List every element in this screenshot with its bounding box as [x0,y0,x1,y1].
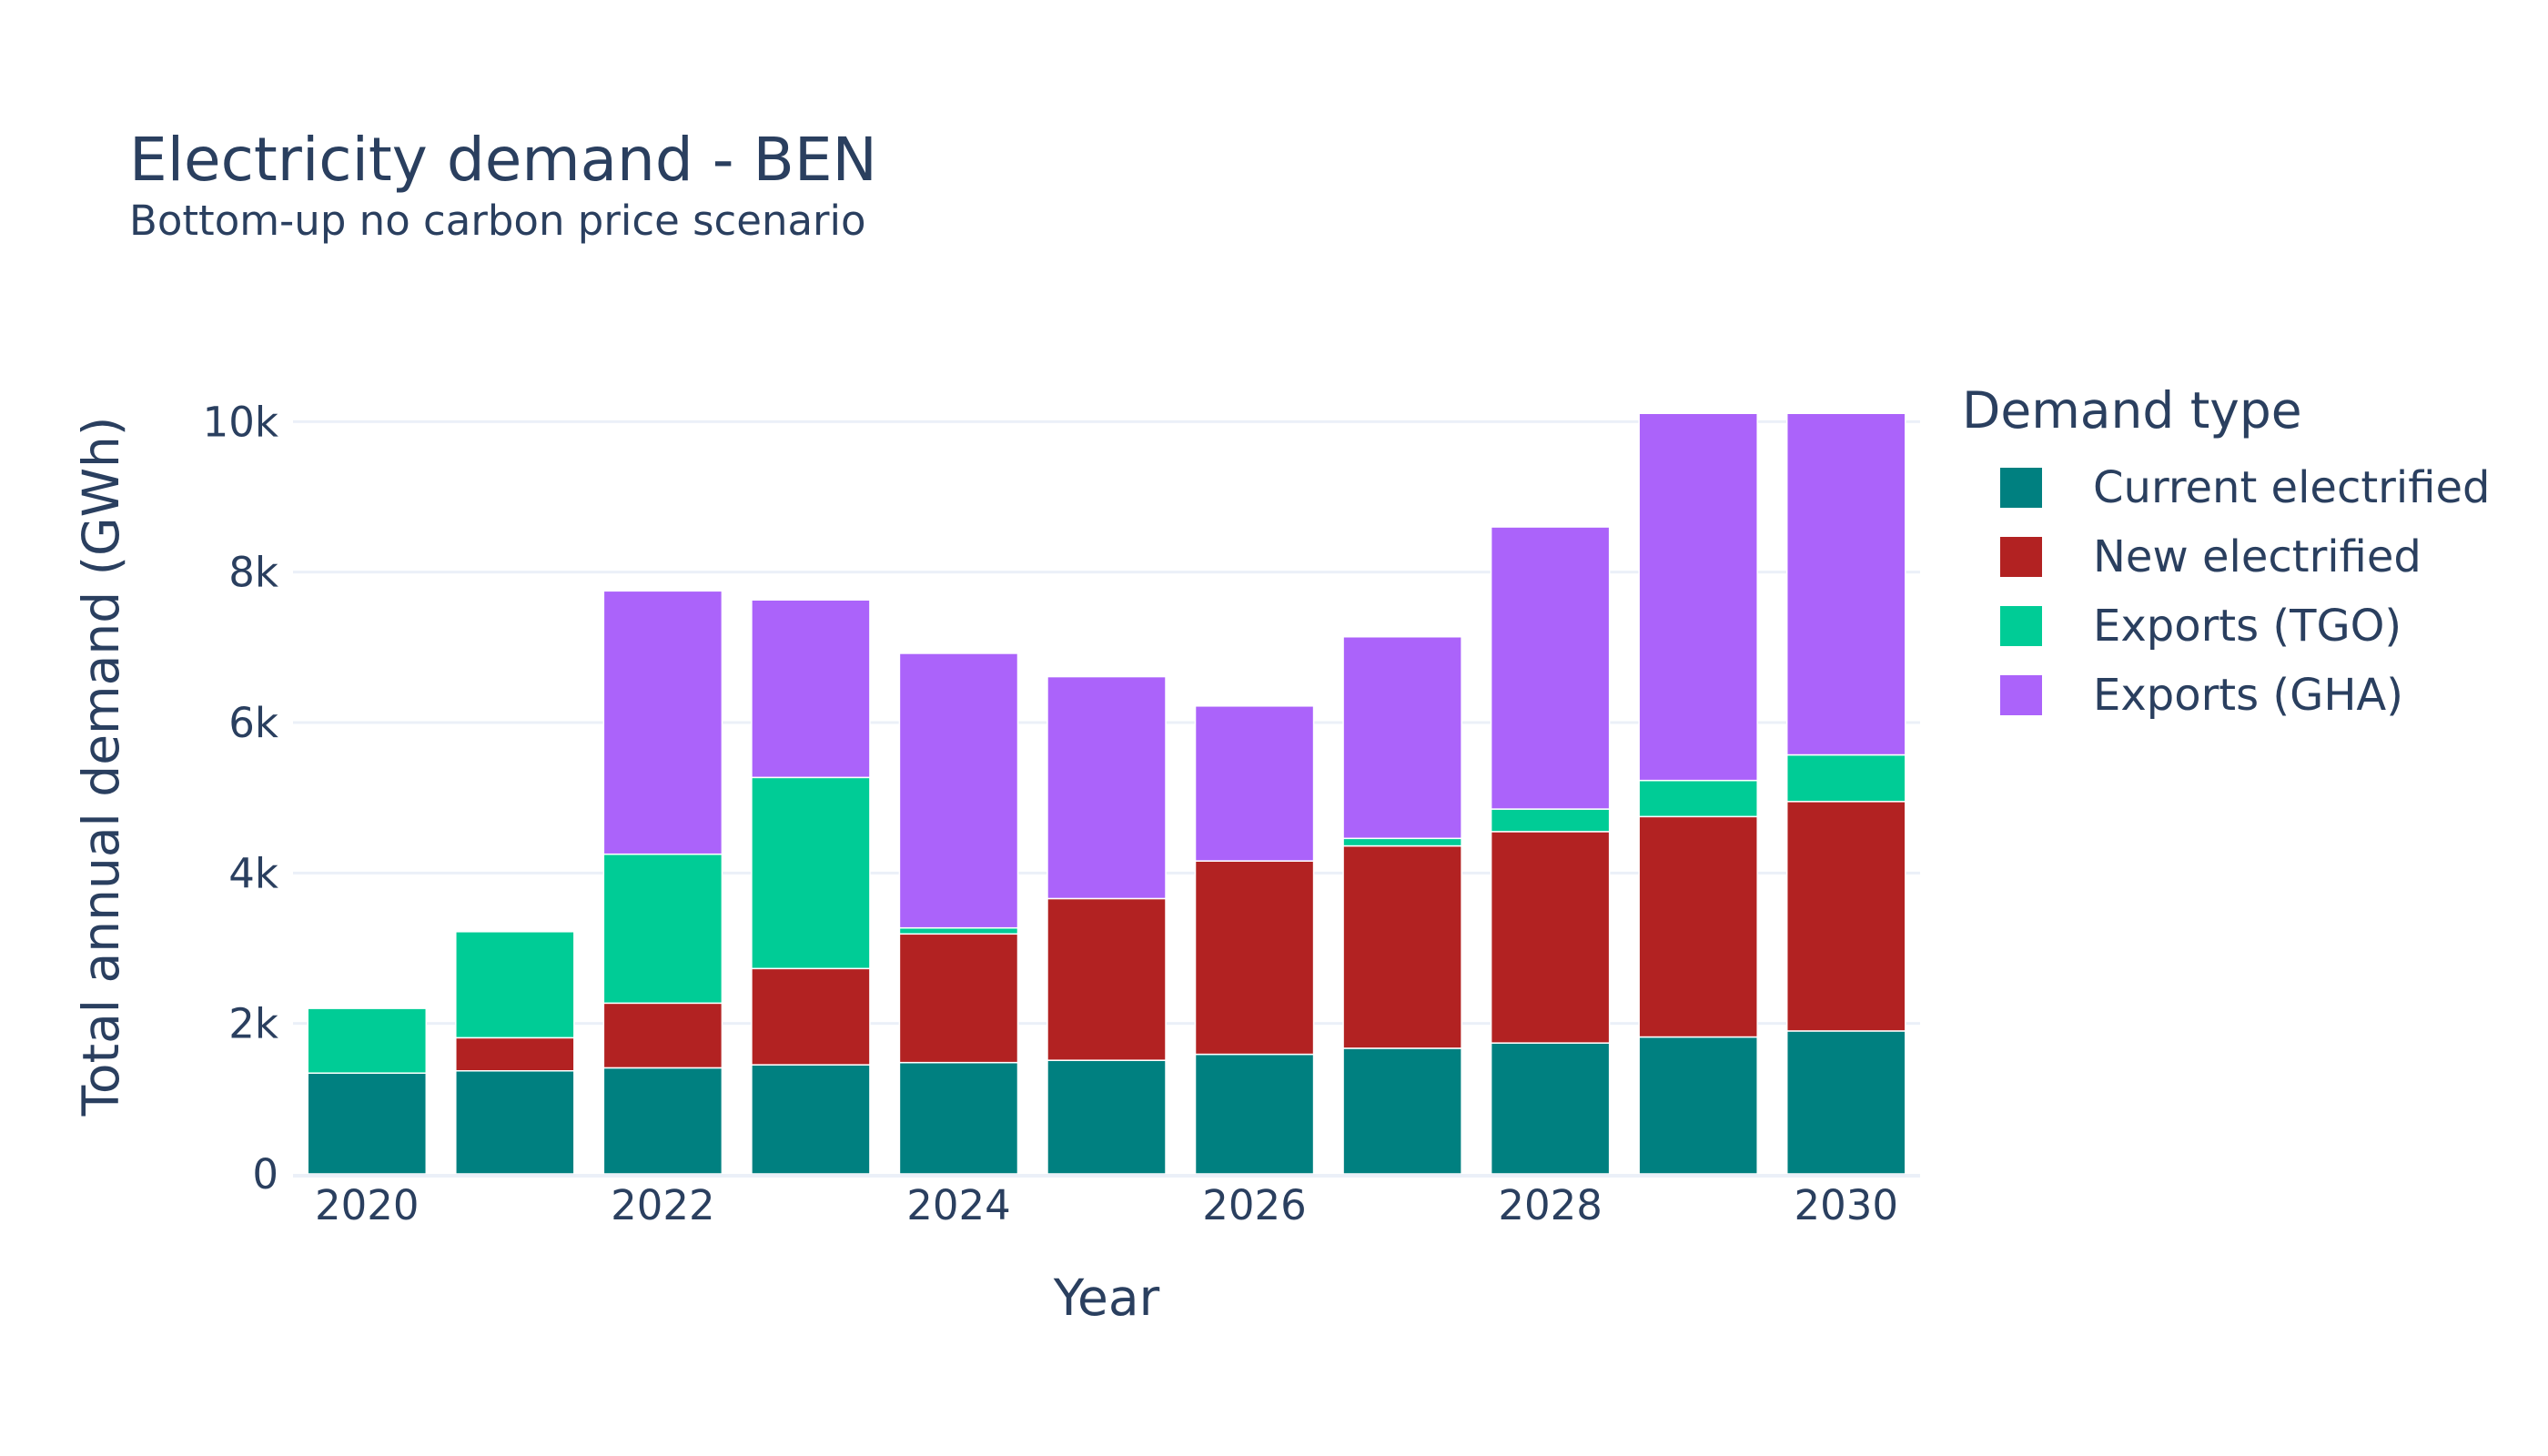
bar-segment [1046,897,1167,1061]
bar-segment [1785,412,1906,756]
bar-segment [1342,844,1462,1049]
bar-segment [455,931,575,1039]
legend-label: Exports (TGO) [2093,601,2401,652]
bar-segment [1342,1047,1462,1175]
y-tick-label: 10k [203,398,278,446]
bar-segment [1194,1053,1315,1175]
bar-segment [307,1072,428,1175]
bar-segment [898,926,1019,935]
legend-swatch [2000,537,2042,577]
bar-segment [307,1007,428,1074]
legend-swatch [2000,468,2042,508]
bar-segment [898,652,1019,929]
legend: Demand type Current electrified New elect… [1962,381,2490,721]
bar-segment [1342,837,1462,847]
axes: 0 2k 4k 6k 8k 10k 2020 2022 2024 2026 2028 2030 [203,398,1920,1229]
bar-segment [1785,753,1906,803]
bar-segment [1638,412,1758,782]
bar-segment [1194,705,1315,862]
legend-swatch [2000,606,2042,646]
x-tick-label: 2022 [611,1181,715,1229]
y-tick-label: 6k [228,699,278,747]
bar-segment [751,599,871,779]
bar-segment [1194,860,1315,1056]
bar-segment [751,1064,871,1175]
legend-swatch [2000,675,2042,715]
y-tick-label: 2k [228,1000,278,1048]
bar-segment [455,1069,575,1175]
bar-segment [1046,1059,1167,1175]
bar-segment [751,967,871,1066]
bar-segment [898,933,1019,1064]
legend-items: Current electrified New electrified Export… [2000,462,2490,721]
bar-segment [898,1061,1019,1175]
y-axis-label: Total annual demand (GWh) [72,417,130,1117]
bar-segment [1785,801,1906,1032]
x-tick-label: 2020 [315,1181,420,1229]
x-tick-label: 2030 [1794,1181,1898,1229]
bars [307,412,1906,1175]
legend-title: Demand type [1962,381,2302,440]
y-tick-label: 0 [252,1150,278,1198]
bar-segment [602,853,723,1005]
bar-segment [1638,815,1758,1038]
bar-segment [455,1036,575,1072]
bar-segment [1490,808,1611,833]
bar-segment [1490,831,1611,1044]
bar-segment [751,776,871,970]
x-axis-label: Year [1053,1269,1160,1327]
chart-title: Electricity demand - BEN [129,125,877,195]
bar-segment [1342,636,1462,840]
bar-segment [1638,1036,1758,1175]
chart-subtitle: Bottom-up no carbon price scenario [129,197,866,245]
bar-segment [1046,675,1167,900]
x-tick-label: 2024 [906,1181,1011,1229]
x-tick-label: 2028 [1498,1181,1603,1229]
bar-segment [1490,526,1611,810]
legend-label: New electrified [2093,531,2422,582]
y-tick-label: 8k [228,549,278,597]
bar-segment [1638,779,1758,818]
bar-segment [602,1002,723,1069]
bar-segment [602,590,723,855]
x-tick-label: 2026 [1202,1181,1307,1229]
y-tick-label: 4k [228,849,278,897]
legend-label: Exports (GHA) [2093,670,2403,721]
bar-segment [602,1067,723,1175]
bar-segment [1490,1042,1611,1175]
legend-label: Current electrified [2093,462,2490,513]
bar-segment [1785,1030,1906,1175]
